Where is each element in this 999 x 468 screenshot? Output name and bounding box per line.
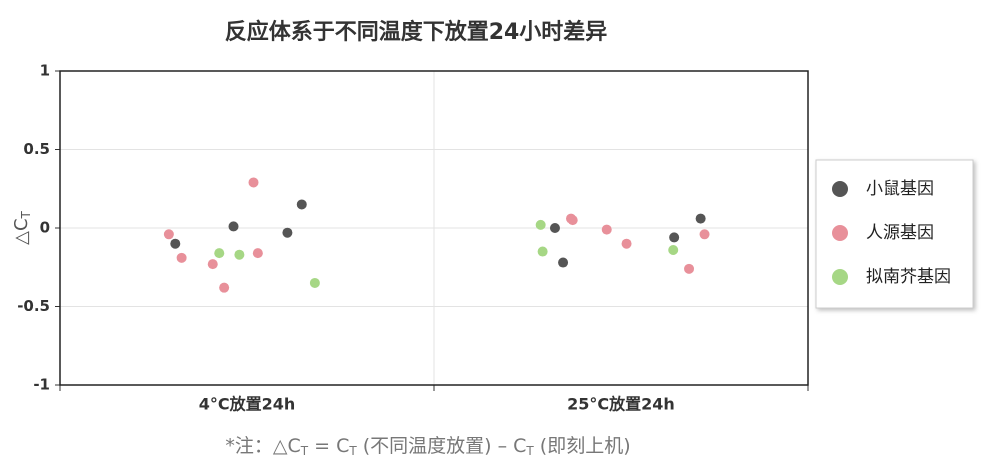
x-tick-label: 25°C放置24h (567, 395, 675, 414)
data-point (567, 215, 578, 226)
data-point (309, 277, 320, 288)
data-point (684, 263, 695, 274)
footnote-part: T (300, 444, 309, 458)
data-point (668, 244, 679, 255)
data-point (228, 221, 239, 232)
chart-title: 反应体系于不同温度下放置24小时差异 (225, 19, 608, 45)
legend-label: 小鼠基因 (866, 179, 934, 199)
y-axis-label-part: △C (11, 218, 32, 244)
legend-label: 人源基因 (866, 223, 934, 243)
data-point (296, 199, 307, 210)
legend-marker (832, 181, 848, 197)
data-point (558, 257, 569, 268)
data-point (699, 229, 710, 240)
footnote-part: T (348, 444, 357, 458)
data-point (601, 224, 612, 235)
y-tick-label: 0 (40, 219, 50, 237)
footnote-part: (即刻上机) (534, 435, 631, 457)
data-point (549, 223, 560, 233)
plot-frame (59, 70, 809, 386)
x-tick-label: 4°C放置24h (199, 395, 296, 414)
footnote: *注：△CT = CT (不同温度放置) – CT (即刻上机) (225, 435, 630, 458)
y-tick-label: -1 (33, 376, 50, 394)
footnote-part: = C (308, 435, 349, 457)
legend-label: 拟南芥基因 (866, 267, 951, 287)
footnote-part: *注：△C (225, 435, 300, 457)
data-point (234, 249, 245, 260)
data-point (219, 282, 230, 293)
data-point (537, 246, 548, 257)
data-point (535, 219, 546, 230)
data-point (214, 248, 225, 259)
data-point (170, 238, 181, 249)
data-point (282, 227, 293, 238)
legend-marker (832, 225, 848, 241)
data-point (248, 177, 259, 188)
y-axis-label: △CT (11, 210, 33, 244)
data-point (669, 232, 680, 243)
data-point (176, 252, 187, 263)
y-axis-label-part: T (19, 210, 33, 219)
legend-marker (832, 269, 848, 285)
y-tick-label: 1 (40, 62, 50, 80)
data-point (695, 213, 706, 224)
data-point (163, 229, 174, 240)
data-point (207, 259, 218, 270)
y-tick-label: 0.5 (23, 140, 50, 158)
y-tick-label: -0.5 (17, 297, 50, 315)
footnote-part: (不同温度放置) – C (357, 435, 527, 457)
data-point (621, 238, 632, 249)
data-point (252, 248, 263, 259)
footnote-part: T (525, 444, 534, 458)
